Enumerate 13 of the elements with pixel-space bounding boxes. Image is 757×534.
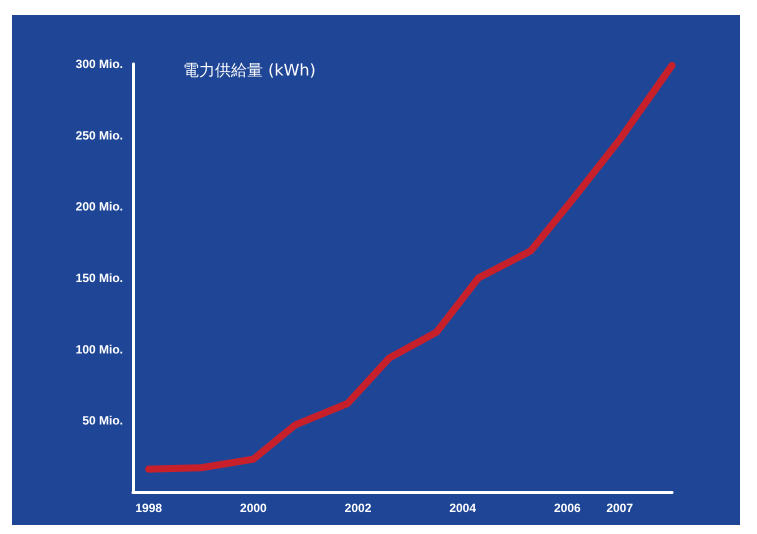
y-axis-title: 電力供給量 (kWh) [183, 60, 316, 80]
x-tick-label: 2004 [449, 501, 476, 515]
y-tick-label: 200 Mio. [76, 200, 123, 214]
y-tick-label: 50 Mio. [82, 414, 123, 428]
x-tick-label: 2002 [344, 501, 372, 515]
y-tick-label: 250 Mio. [76, 128, 123, 142]
y-tick-label: 150 Mio. [76, 271, 123, 285]
y-tick-label: 100 Mio. [76, 342, 123, 356]
x-tick-label: 1998 [135, 501, 162, 515]
x-tick-label: 2000 [240, 501, 268, 515]
y-tick-label: 300 Mio. [76, 57, 123, 71]
x-tick-label: 2007 [606, 501, 634, 515]
x-tick-label: 2006 [554, 501, 582, 515]
